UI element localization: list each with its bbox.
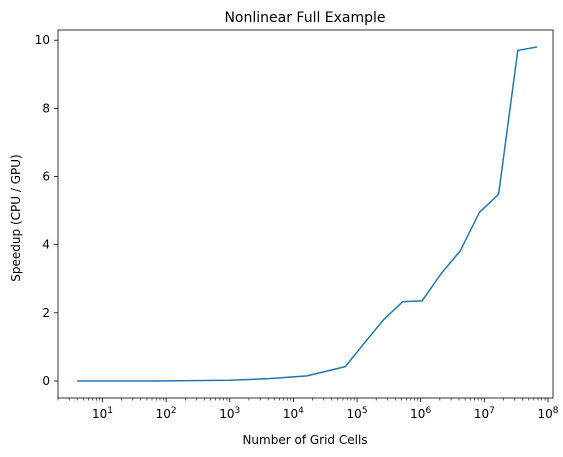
y-tick-label: 4	[42, 238, 50, 252]
series-layer	[77, 46, 538, 382]
x-tick-label: 106	[410, 406, 431, 421]
y-tick-label: 0	[42, 374, 50, 388]
y-tick-label: 10	[35, 33, 50, 47]
x-tick-label: 104	[283, 406, 304, 421]
axes-layer: 0 2 4 6 8 10 101 102 103 104 105 106 107 108	[35, 29, 559, 421]
x-tick-label: 107	[474, 406, 495, 421]
chart-title: Nonlinear Full Example	[224, 10, 385, 26]
x-axis-label: Number of Grid Cells	[242, 433, 367, 447]
x-tick-label: 105	[347, 406, 368, 421]
y-axis-label: Speedup (CPU / GPU)	[9, 154, 23, 281]
x-tick-label: 108	[537, 406, 558, 421]
axes-frame	[57, 29, 554, 399]
y-tick-label: 8	[42, 101, 50, 115]
y-tick-label: 6	[42, 170, 50, 184]
x-tick-label: 103	[219, 406, 240, 421]
y-tick-label: 2	[42, 306, 50, 320]
x-tick-label: 102	[156, 406, 177, 421]
series-line-0	[77, 46, 538, 382]
x-tick-label: 101	[92, 406, 113, 421]
plot-area: 0 2 4 6 8 10 101 102 103 104 105 106 107 108	[35, 29, 559, 421]
